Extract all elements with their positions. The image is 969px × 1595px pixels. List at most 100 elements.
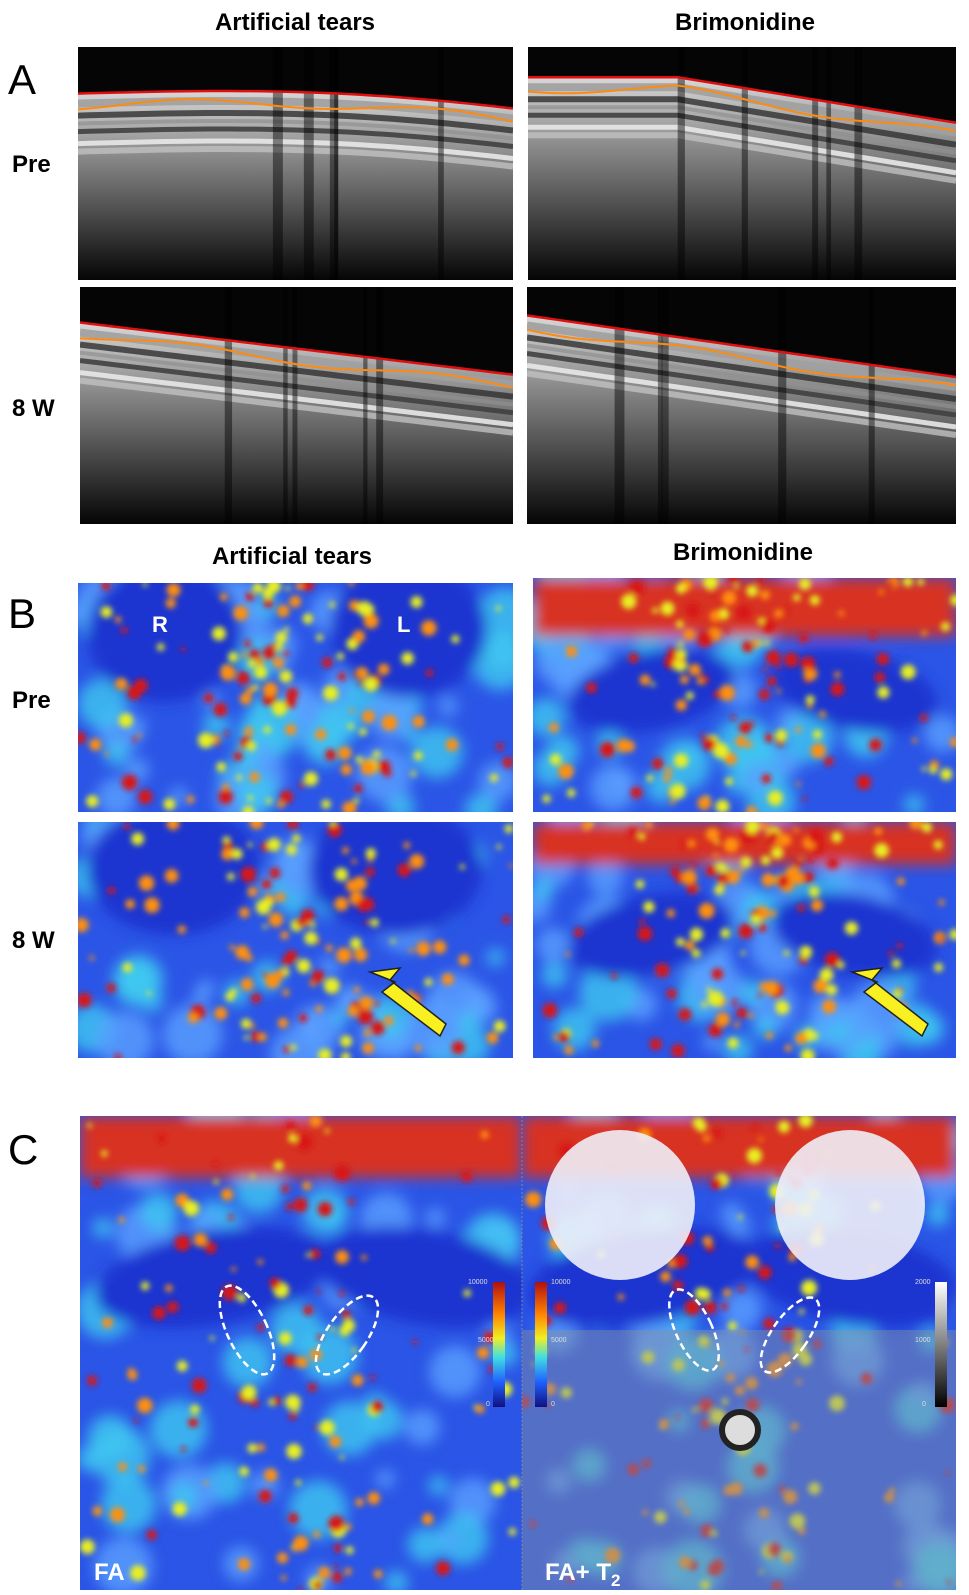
- hot-spot: [114, 1054, 121, 1061]
- cyan-patch: [270, 1304, 322, 1356]
- hot-spot: [293, 1536, 308, 1551]
- column-header: Brimonidine: [675, 9, 815, 36]
- hot-spot: [127, 1368, 135, 1376]
- hot-spot: [349, 580, 355, 586]
- hot-spot: [736, 605, 751, 620]
- shadow: [283, 287, 287, 524]
- hot-spot: [352, 630, 365, 643]
- hot-spot: [723, 1289, 731, 1297]
- hot-spot: [299, 782, 305, 788]
- hot-spot: [349, 708, 354, 713]
- hot-spot: [314, 1425, 318, 1429]
- hot-spot: [296, 582, 304, 590]
- cyan-patch: [304, 722, 348, 766]
- hot-spot: [352, 876, 366, 890]
- hot-spot: [741, 857, 752, 868]
- colorbar-label: 0: [922, 1401, 926, 1408]
- hot-spot: [398, 863, 411, 876]
- hot-spot: [122, 775, 138, 791]
- hot-spot: [308, 1383, 317, 1392]
- hot-spot: [341, 764, 352, 775]
- hot-spot: [689, 664, 701, 676]
- hot-spot: [870, 632, 877, 639]
- colorbar-label: 2000: [915, 1279, 931, 1286]
- hot-spot: [917, 578, 924, 585]
- hot-spot: [311, 978, 317, 984]
- hot-spot: [192, 1378, 207, 1393]
- hot-spot: [564, 1046, 573, 1055]
- hot-spot: [121, 627, 128, 634]
- hot-spot: [147, 991, 151, 995]
- hot-spot: [731, 715, 736, 720]
- shadow: [225, 287, 232, 524]
- hot-spot: [288, 1134, 297, 1143]
- hot-spot: [384, 769, 392, 777]
- hot-spot: [285, 1355, 297, 1367]
- hot-spot: [703, 738, 716, 751]
- hot-spot: [205, 1242, 217, 1254]
- hot-spot: [365, 897, 372, 904]
- hot-spot: [647, 775, 654, 782]
- cyan-patch: [140, 1192, 178, 1230]
- hot-spot: [761, 855, 771, 865]
- figure: Artificial tears Brimonidine A Pre 8 W A…: [0, 0, 969, 1590]
- hot-spot: [799, 578, 811, 590]
- hot-spot: [271, 643, 277, 649]
- hot-spot: [674, 753, 688, 767]
- hot-spot: [808, 829, 823, 844]
- hot-spot: [124, 823, 130, 829]
- hot-spot: [373, 751, 380, 758]
- hot-spot: [272, 701, 287, 716]
- hot-spot: [801, 1280, 817, 1296]
- hot-spot: [290, 1044, 296, 1050]
- image-panel: [528, 47, 956, 280]
- hot-spot: [134, 679, 148, 693]
- hot-spot: [762, 774, 771, 783]
- hot-spot: [249, 649, 260, 660]
- shadow: [304, 47, 314, 280]
- hot-spot: [686, 692, 694, 700]
- hot-spot: [374, 1001, 379, 1006]
- hot-spot: [706, 987, 711, 992]
- hot-spot: [284, 627, 289, 632]
- hot-spot: [670, 867, 680, 877]
- hot-spot: [825, 952, 840, 967]
- hot-spot: [263, 925, 267, 929]
- hot-spot: [259, 1490, 272, 1503]
- hot-spot: [167, 1301, 179, 1313]
- hot-spot: [651, 682, 655, 686]
- hot-spot: [367, 1492, 380, 1505]
- colorbar-label: 0: [551, 1401, 555, 1408]
- hot-spot: [194, 1233, 208, 1247]
- panel-letter: C: [8, 1126, 38, 1173]
- hot-spot: [771, 847, 783, 859]
- hot-spot: [652, 758, 663, 769]
- hot-spot: [503, 757, 514, 768]
- hot-spot: [668, 647, 677, 656]
- hot-spot: [86, 795, 98, 807]
- hot-spot: [838, 610, 844, 616]
- hot-spot: [799, 1309, 805, 1315]
- hot-spot: [256, 900, 271, 915]
- hot-spot: [452, 1041, 465, 1054]
- hot-spot: [352, 1375, 364, 1387]
- hot-spot: [707, 991, 723, 1007]
- hot-spot: [210, 1336, 215, 1341]
- hot-spot: [834, 672, 840, 678]
- hot-spot: [409, 948, 414, 953]
- hot-spot: [87, 1123, 92, 1128]
- cyan-patch: [541, 962, 567, 988]
- hot-spot: [235, 945, 249, 959]
- hot-spot: [216, 762, 226, 772]
- hot-spot: [525, 1191, 541, 1207]
- hot-spot: [184, 1201, 200, 1217]
- hot-spot: [631, 787, 643, 799]
- hot-spot: [411, 596, 423, 608]
- hot-spot: [359, 901, 364, 906]
- hot-spot: [254, 666, 267, 679]
- hot-spot: [660, 1271, 671, 1282]
- hot-spot: [413, 1340, 418, 1345]
- hot-spot: [282, 956, 291, 965]
- hot-spot: [801, 1049, 815, 1063]
- hot-spot: [231, 1267, 236, 1272]
